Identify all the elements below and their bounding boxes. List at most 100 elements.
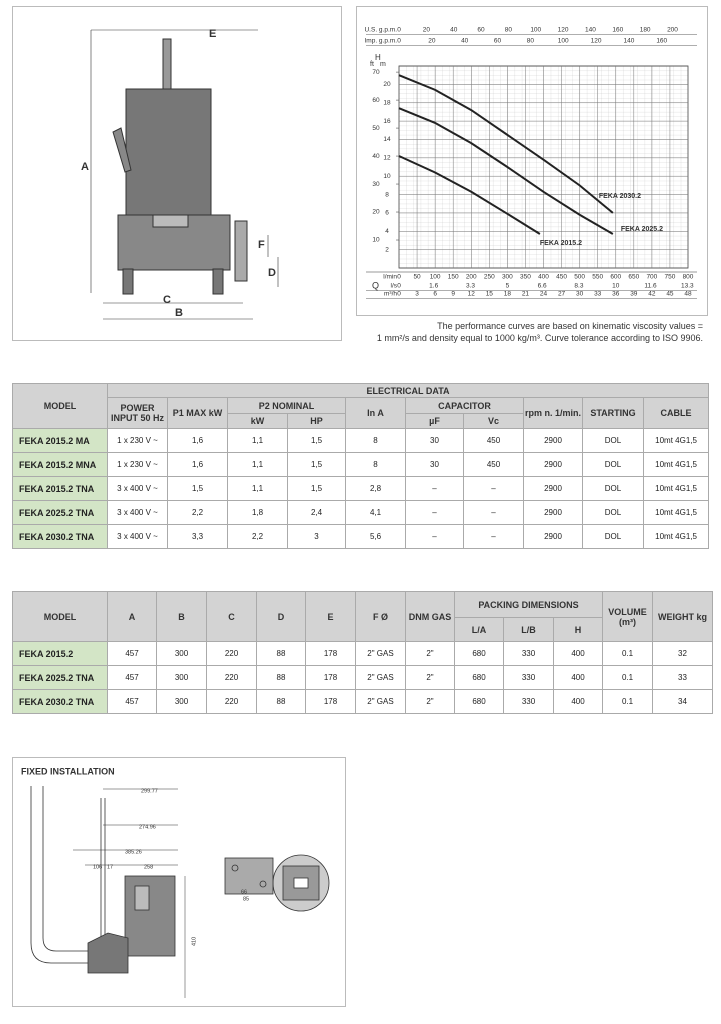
- y-tick-label: 12: [383, 155, 391, 162]
- header-cell: C: [206, 591, 257, 642]
- table-cell: 10mt 4G1,5: [642, 452, 710, 477]
- table-cell: 1 x 230 V ~: [107, 452, 168, 477]
- tick-label: 6.6: [538, 283, 547, 290]
- axis-name: m³/h: [384, 291, 397, 298]
- x-tick-label: 50: [413, 274, 421, 281]
- y-label: H: [375, 53, 381, 62]
- table-cell: 3 x 400 V ~: [107, 476, 168, 501]
- x-tick-label: 0: [397, 274, 401, 281]
- tick-label: 15: [486, 291, 494, 298]
- tick-label: 45: [666, 291, 674, 298]
- dim-label: D: [268, 267, 276, 279]
- dim-value: 17: [107, 864, 113, 870]
- table-cell: 2900: [523, 428, 583, 453]
- tick-label: 20: [423, 27, 431, 34]
- tick-label: 5: [506, 283, 510, 290]
- table-cell: DOL: [582, 452, 644, 477]
- x-tick-label: 500: [574, 274, 585, 281]
- dim-label: A: [81, 161, 89, 173]
- table-cell: 2900: [523, 524, 583, 549]
- table-cell: 10mt 4G1,5: [642, 524, 710, 549]
- q-label: Q: [372, 280, 379, 290]
- y2-tick-label: 50: [372, 125, 380, 132]
- header-cell: H: [553, 617, 603, 642]
- table-cell: 178: [305, 665, 356, 690]
- y-tick-label: 8: [385, 191, 389, 198]
- tick-label: 60: [477, 27, 485, 34]
- dim-value: 385.26: [125, 849, 142, 855]
- y-tick-label: 14: [383, 136, 391, 143]
- table-cell: 330: [503, 689, 554, 714]
- table-cell: 10mt 4G1,5: [642, 476, 710, 501]
- tick-label: 0: [397, 38, 401, 45]
- header-cell: µF: [405, 413, 464, 429]
- table-cell: 220: [206, 665, 257, 690]
- header-cell: DNM GAS: [405, 591, 455, 642]
- chart-box: H ft m Q 2 4 6 8 10 12 14 16 18 20 10 20 30 40 50 60 70 l…: [356, 6, 708, 316]
- y-tick-label: 2: [385, 246, 389, 253]
- y-tick-label: 20: [383, 81, 391, 88]
- series-label: FEKA 2015.2: [540, 240, 582, 247]
- dim-value: 85: [243, 896, 249, 902]
- table-cell: 10mt 4G1,5: [642, 428, 710, 453]
- tick-label: 39: [630, 291, 638, 298]
- tick-label: 120: [591, 38, 602, 45]
- header-cell: MODEL: [12, 383, 108, 429]
- table-cell: 330: [503, 665, 554, 690]
- tick-label: 48: [684, 291, 692, 298]
- model-cell: FEKA 2025.2 TNA: [12, 500, 108, 525]
- table-row: FEKA 2015.2 MA 1 x 230 V ~1,6 1,1 1,5 8 30 450…: [12, 428, 710, 453]
- tick-label: 36: [612, 291, 620, 298]
- pump-drawing-box: E A F D C B: [12, 6, 342, 341]
- header-cell: STARTING: [582, 397, 644, 429]
- header-cell: POWER INPUT 50 Hz: [107, 397, 168, 429]
- tick-label: 6: [433, 291, 437, 298]
- installation-title: FIXED INSTALLATION: [21, 766, 115, 776]
- note-line: The performance curves are based on kine…: [437, 321, 703, 331]
- table-cell: 3 x 400 V ~: [107, 524, 168, 549]
- table-cell: –: [463, 524, 524, 549]
- x-tick-label: 450: [556, 274, 567, 281]
- table-cell: 680: [454, 665, 504, 690]
- table-row: FEKA 2025.2 TNA 3 x 400 V ~2,2 1,8 2,4 4,1– –…: [12, 500, 710, 525]
- tick-label: 40: [461, 38, 469, 45]
- table-cell: –: [405, 476, 464, 501]
- model-cell: FEKA 2015.2: [12, 641, 108, 666]
- series-line: [398, 107, 614, 235]
- model-cell: FEKA 2025.2 TNA: [12, 665, 108, 690]
- table-cell: 400: [553, 665, 603, 690]
- header-cell: CABLE: [642, 397, 710, 429]
- y2-tick-label: 20: [372, 209, 380, 216]
- table-cell: –: [463, 500, 524, 525]
- tick-label: 140: [623, 38, 634, 45]
- table-row: FEKA 2015.2 MNA 1 x 230 V ~1,6 1,1 1,5 8 30 45…: [12, 452, 710, 477]
- tick-label: 60: [494, 38, 502, 45]
- table-cell: 1 x 230 V ~: [107, 428, 168, 453]
- table-cell: DOL: [582, 476, 644, 501]
- dim-value: 66: [241, 889, 247, 895]
- header-cell: B: [156, 591, 207, 642]
- y-tick-label: 10: [383, 173, 391, 180]
- table-cell: 2": [405, 665, 455, 690]
- dim-label: B: [175, 307, 183, 319]
- tick-label: 1.6: [429, 283, 438, 290]
- header-cell: In A: [345, 397, 406, 429]
- header-cell: rpm n. 1/min.: [523, 397, 583, 429]
- header-cell: L/A: [454, 617, 504, 642]
- dim-value: 299.77: [141, 788, 158, 794]
- tick-label: 33: [594, 291, 602, 298]
- tick-label: 9: [451, 291, 455, 298]
- tick-label: 3.3: [466, 283, 475, 290]
- table-cell: 3,3: [167, 524, 228, 549]
- tick-label: 11.6: [644, 283, 657, 290]
- tick-label: 30: [576, 291, 584, 298]
- table-cell: 1,1: [227, 476, 288, 501]
- pump-drawing: E A F D C B: [81, 28, 279, 320]
- table-cell: 0.1: [602, 665, 653, 690]
- header-cell: L/B: [503, 617, 554, 642]
- note-line: 1 mm²/s and density equal to 1000 kg/m³.…: [376, 333, 703, 343]
- x-tick-label: 700: [646, 274, 657, 281]
- y2-tick-label: 60: [372, 97, 380, 104]
- table-cell: 220: [206, 641, 257, 666]
- table-cell: –: [405, 500, 464, 525]
